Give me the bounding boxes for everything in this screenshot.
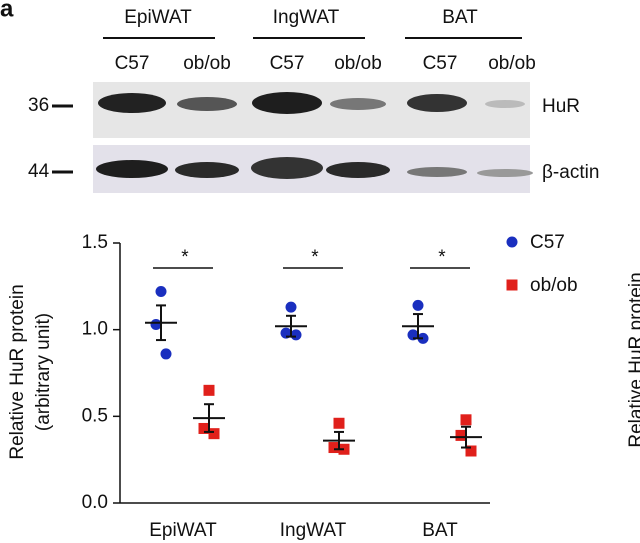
significance-star: * xyxy=(438,247,446,268)
data-point xyxy=(328,442,340,454)
significance-star: * xyxy=(311,247,319,268)
lane-label: ob/ob xyxy=(334,53,382,74)
data-point xyxy=(285,301,297,313)
x-tick-label: IngWAT xyxy=(280,520,347,541)
blot xyxy=(93,82,533,193)
legend-label: C57 xyxy=(530,232,565,253)
legend-marker xyxy=(506,279,518,291)
band xyxy=(98,93,166,113)
band xyxy=(407,167,467,177)
blot-row-label: HuR xyxy=(542,96,580,117)
legend-marker xyxy=(506,236,518,248)
panel-label: a xyxy=(0,0,14,22)
legend-label: ob/ob xyxy=(530,275,578,296)
data-point xyxy=(460,414,472,426)
mw-marker: 36 xyxy=(28,95,49,116)
band xyxy=(96,160,168,178)
x-tick-label: BAT xyxy=(422,520,458,541)
next-panel-ylabel: Relative HuR protein xyxy=(626,272,640,447)
band xyxy=(326,162,390,178)
lane-label: C57 xyxy=(270,53,305,74)
data-point xyxy=(465,445,477,457)
data-point xyxy=(160,348,172,360)
data-point xyxy=(198,422,210,434)
band xyxy=(177,97,237,111)
y-tick-label: 1.0 xyxy=(82,319,108,340)
data-point xyxy=(412,299,424,311)
lane-label: ob/ob xyxy=(488,53,536,74)
x-tick-label: EpiWAT xyxy=(149,520,217,541)
lane-label: C57 xyxy=(423,53,458,74)
blot-row-label: β-actin xyxy=(542,162,599,183)
data-point xyxy=(208,428,220,440)
y-tick-label: 0.5 xyxy=(82,405,108,426)
y-tick-label: 0.0 xyxy=(82,492,108,513)
data-point xyxy=(203,384,215,396)
band xyxy=(477,169,533,177)
data-point xyxy=(455,429,467,441)
y-axis-label: Relative HuR protein xyxy=(7,284,28,459)
band xyxy=(485,100,525,108)
blot-group-label: IngWAT xyxy=(273,7,340,28)
band xyxy=(175,162,239,178)
band xyxy=(252,92,322,114)
lane-label: C57 xyxy=(115,53,150,74)
blot-group-label: BAT xyxy=(442,7,478,28)
data-point xyxy=(155,286,167,298)
lane-label: ob/ob xyxy=(183,53,231,74)
mw-marker: 44 xyxy=(28,161,50,182)
data-point xyxy=(290,329,302,341)
data-point xyxy=(333,417,345,429)
blot-group-label: EpiWAT xyxy=(124,7,192,28)
y-tick-label: 1.5 xyxy=(82,232,108,253)
significance-star: * xyxy=(181,247,189,268)
band xyxy=(330,98,386,110)
data-point xyxy=(150,318,162,330)
band xyxy=(251,157,323,179)
y-axis-label: (arbitrary unit) xyxy=(33,313,54,431)
band xyxy=(407,94,467,112)
